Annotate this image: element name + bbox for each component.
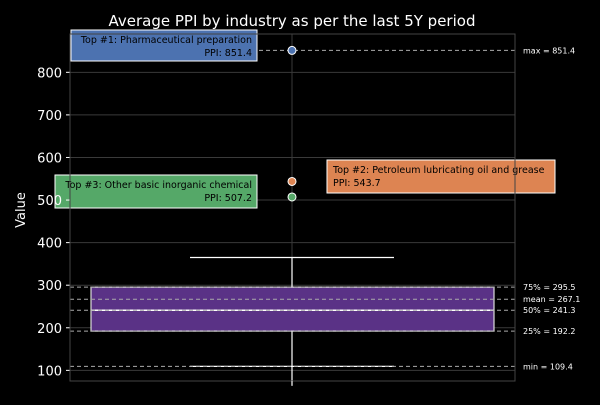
stat-label-max: max = 851.4 bbox=[523, 46, 575, 55]
point-top-1 bbox=[287, 45, 297, 55]
point-top-3 bbox=[287, 192, 297, 202]
annotation-title-top-2: Top #2: Petroleum lubricating oil and gr… bbox=[332, 165, 545, 176]
annotation-title-top-1: Top #1: Pharmaceutical preparation bbox=[80, 35, 252, 46]
box-layer bbox=[90, 256, 495, 385]
top-points-layer: Top #1: Pharmaceutical preparation PPI: 8… bbox=[54, 29, 556, 209]
annotation-box-top-3 bbox=[54, 174, 258, 209]
y-tick-label: 600 bbox=[37, 151, 62, 166]
annotation-ppi-top-1: PPI: 851.4 bbox=[204, 48, 252, 59]
annotation-ppi-top-3: PPI: 507.2 bbox=[204, 193, 252, 204]
annotation-box-top-2 bbox=[326, 159, 556, 194]
y-tick-label: 300 bbox=[37, 279, 62, 294]
annotation-title-top-3: Top #3: Other basic inorganic chemical bbox=[64, 180, 252, 191]
stat-label-q1: 25% = 192.2 bbox=[523, 327, 575, 336]
chart-title: Average PPI by industry as per the last … bbox=[109, 12, 476, 30]
annotation-box-top-1 bbox=[70, 29, 258, 62]
y-axis-label: Value bbox=[14, 192, 29, 228]
y-tick-label: 400 bbox=[37, 237, 62, 252]
iqr-box bbox=[90, 286, 495, 332]
stat-label-mean: mean = 267.1 bbox=[523, 295, 580, 304]
axes-layer: 100 200 300 400 500 600 700 800 bbox=[37, 33, 516, 386]
annotation-ppi-top-2: PPI: 543.7 bbox=[333, 178, 381, 189]
y-tick-label: 200 bbox=[37, 322, 62, 337]
stat-label-median: 50% = 241.3 bbox=[523, 306, 575, 315]
stat-label-min: min = 109.4 bbox=[523, 362, 573, 371]
stat-lines-layer: max = 851.4 75% = 295.5 mean = 267.1 50% = … bbox=[70, 46, 580, 371]
stat-label-q3: 75% = 295.5 bbox=[523, 283, 575, 292]
y-tick-label: 100 bbox=[37, 364, 62, 379]
y-tick-label: 700 bbox=[37, 109, 62, 124]
y-tick-label: 800 bbox=[37, 66, 62, 81]
y-tick-label: 500 bbox=[37, 194, 62, 209]
point-top-2 bbox=[287, 176, 297, 186]
